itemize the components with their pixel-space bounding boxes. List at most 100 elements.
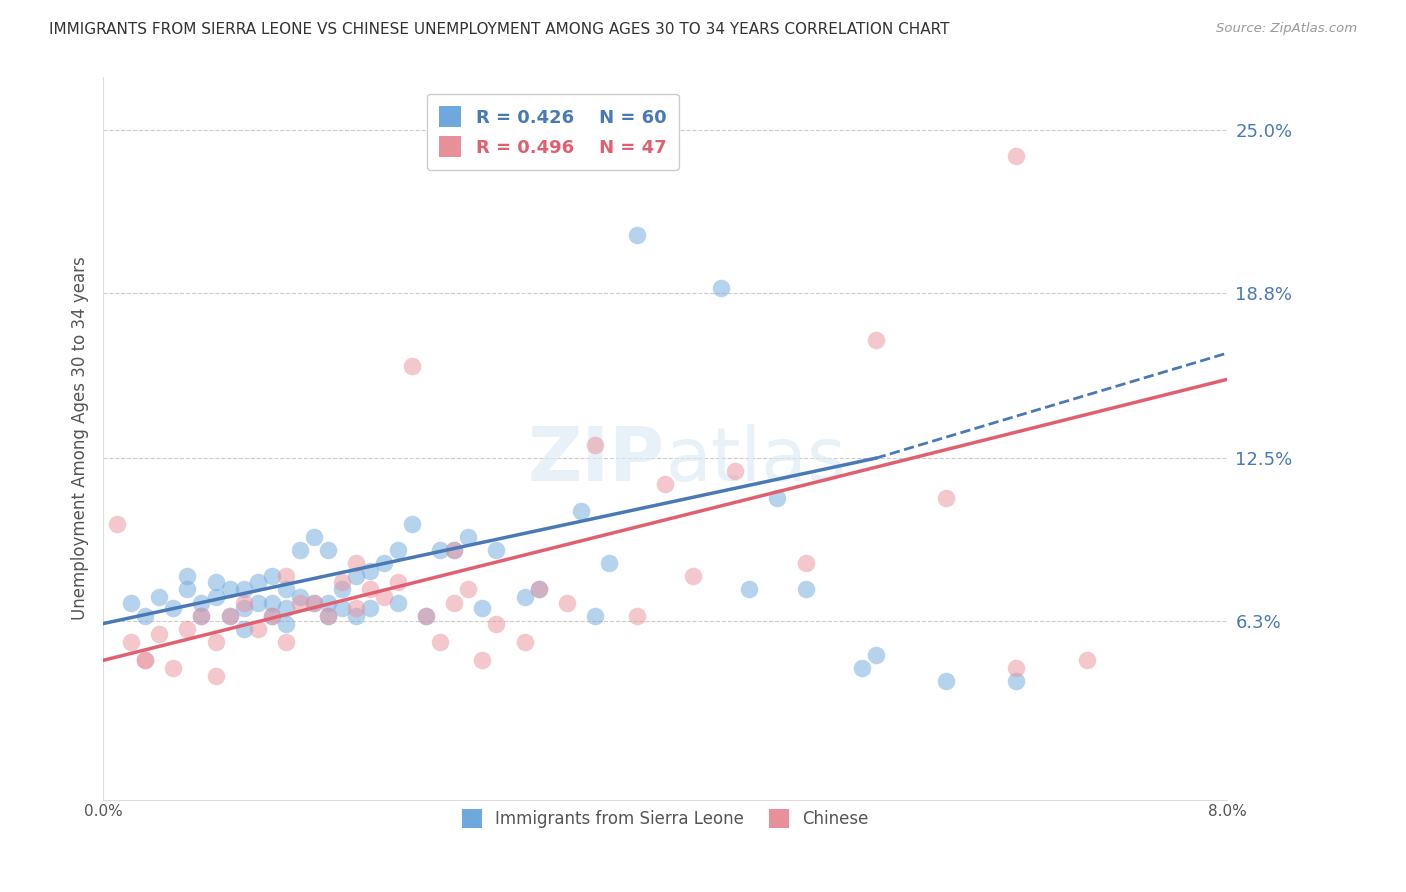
Point <box>527 582 550 597</box>
Point <box>260 596 283 610</box>
Point <box>274 635 297 649</box>
Point <box>330 600 353 615</box>
Point <box>232 622 254 636</box>
Point <box>766 491 789 505</box>
Point <box>344 556 367 570</box>
Point <box>134 653 156 667</box>
Point <box>569 504 592 518</box>
Point <box>1005 661 1028 675</box>
Point <box>485 616 508 631</box>
Text: atlas: atlas <box>665 424 846 497</box>
Point <box>443 596 465 610</box>
Point <box>302 530 325 544</box>
Point <box>232 600 254 615</box>
Point <box>162 600 184 615</box>
Point <box>105 516 128 531</box>
Point <box>1005 149 1028 163</box>
Point <box>288 596 311 610</box>
Point <box>443 543 465 558</box>
Point <box>120 596 142 610</box>
Point <box>415 608 437 623</box>
Point <box>1076 653 1098 667</box>
Point <box>387 596 409 610</box>
Point <box>401 359 423 374</box>
Point <box>260 608 283 623</box>
Point <box>738 582 761 597</box>
Point <box>935 491 957 505</box>
Point <box>682 569 704 583</box>
Point <box>120 635 142 649</box>
Point <box>190 608 212 623</box>
Point <box>218 582 240 597</box>
Point <box>274 582 297 597</box>
Point <box>513 635 536 649</box>
Point <box>865 648 887 662</box>
Point <box>583 608 606 623</box>
Point <box>204 591 226 605</box>
Point <box>415 608 437 623</box>
Point <box>471 653 494 667</box>
Point <box>162 661 184 675</box>
Point <box>176 582 198 597</box>
Point <box>316 596 339 610</box>
Point <box>316 608 339 623</box>
Text: ZIP: ZIP <box>527 424 665 497</box>
Point <box>316 543 339 558</box>
Point <box>710 280 733 294</box>
Point <box>190 608 212 623</box>
Point <box>794 582 817 597</box>
Point <box>148 627 170 641</box>
Point <box>429 543 451 558</box>
Point <box>288 543 311 558</box>
Point <box>204 574 226 589</box>
Point <box>302 596 325 610</box>
Point <box>134 608 156 623</box>
Point <box>330 582 353 597</box>
Point <box>359 600 381 615</box>
Point <box>373 591 395 605</box>
Point <box>204 669 226 683</box>
Point <box>274 569 297 583</box>
Point <box>302 596 325 610</box>
Point <box>232 596 254 610</box>
Point <box>288 591 311 605</box>
Point <box>387 574 409 589</box>
Point <box>626 608 648 623</box>
Point <box>246 596 269 610</box>
Point <box>359 564 381 578</box>
Point <box>654 477 676 491</box>
Point <box>246 622 269 636</box>
Point <box>274 600 297 615</box>
Point <box>176 569 198 583</box>
Point <box>471 600 494 615</box>
Point <box>429 635 451 649</box>
Point <box>485 543 508 558</box>
Text: IMMIGRANTS FROM SIERRA LEONE VS CHINESE UNEMPLOYMENT AMONG AGES 30 TO 34 YEARS C: IMMIGRANTS FROM SIERRA LEONE VS CHINESE … <box>49 22 949 37</box>
Point <box>218 608 240 623</box>
Point <box>865 333 887 347</box>
Point <box>527 582 550 597</box>
Point <box>246 574 269 589</box>
Point <box>330 574 353 589</box>
Point <box>344 600 367 615</box>
Point <box>935 674 957 689</box>
Point <box>851 661 873 675</box>
Point <box>344 569 367 583</box>
Point <box>583 438 606 452</box>
Point <box>598 556 620 570</box>
Point <box>555 596 578 610</box>
Point <box>457 530 479 544</box>
Point <box>344 608 367 623</box>
Point <box>260 608 283 623</box>
Point <box>457 582 479 597</box>
Point <box>148 591 170 605</box>
Point <box>626 227 648 242</box>
Point <box>794 556 817 570</box>
Point <box>1005 674 1028 689</box>
Point <box>204 635 226 649</box>
Point <box>513 591 536 605</box>
Point <box>316 608 339 623</box>
Point <box>401 516 423 531</box>
Point <box>274 616 297 631</box>
Point <box>443 543 465 558</box>
